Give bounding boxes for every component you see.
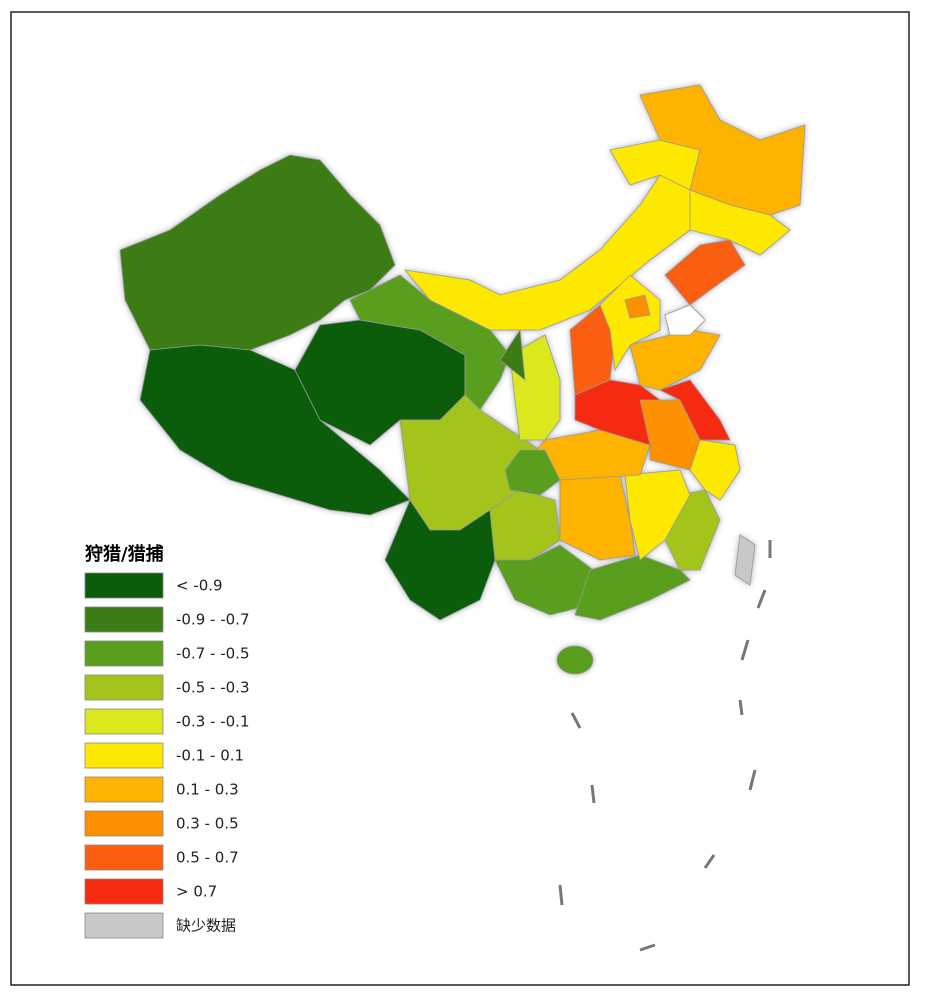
legend-label: -0.7 - -0.5 [176,645,249,663]
legend-swatch [84,912,164,939]
legend-swatch [84,810,164,837]
legend-label: 缺少数据 [176,917,236,935]
south-sea-islands [558,540,772,952]
legend-label: 0.1 - 0.3 [176,781,239,799]
legend-swatch [84,844,164,871]
legend-label: < -0.9 [176,577,223,595]
legend-swatch [84,742,164,769]
legend-label: -0.3 - -0.1 [176,713,249,731]
frame [10,11,910,986]
legend-swatch [84,878,164,905]
legend-title: 狩猎/猎捕 [85,543,164,565]
legend-label: -0.9 - -0.7 [176,611,249,629]
legend-swatch [84,708,164,735]
legend-label: 0.3 - 0.5 [176,815,239,833]
legend-swatch [84,776,164,803]
legend-swatch [84,572,164,599]
legend-label: 0.5 - 0.7 [176,849,239,867]
legend-swatch [84,674,164,701]
provinces [119,84,806,675]
legend-label: -0.5 - -0.3 [176,679,249,697]
legend-swatch [84,606,164,633]
legend-swatch [84,640,164,667]
legend-label: -0.1 - 0.1 [176,747,244,765]
legend-label: > 0.7 [176,883,217,901]
